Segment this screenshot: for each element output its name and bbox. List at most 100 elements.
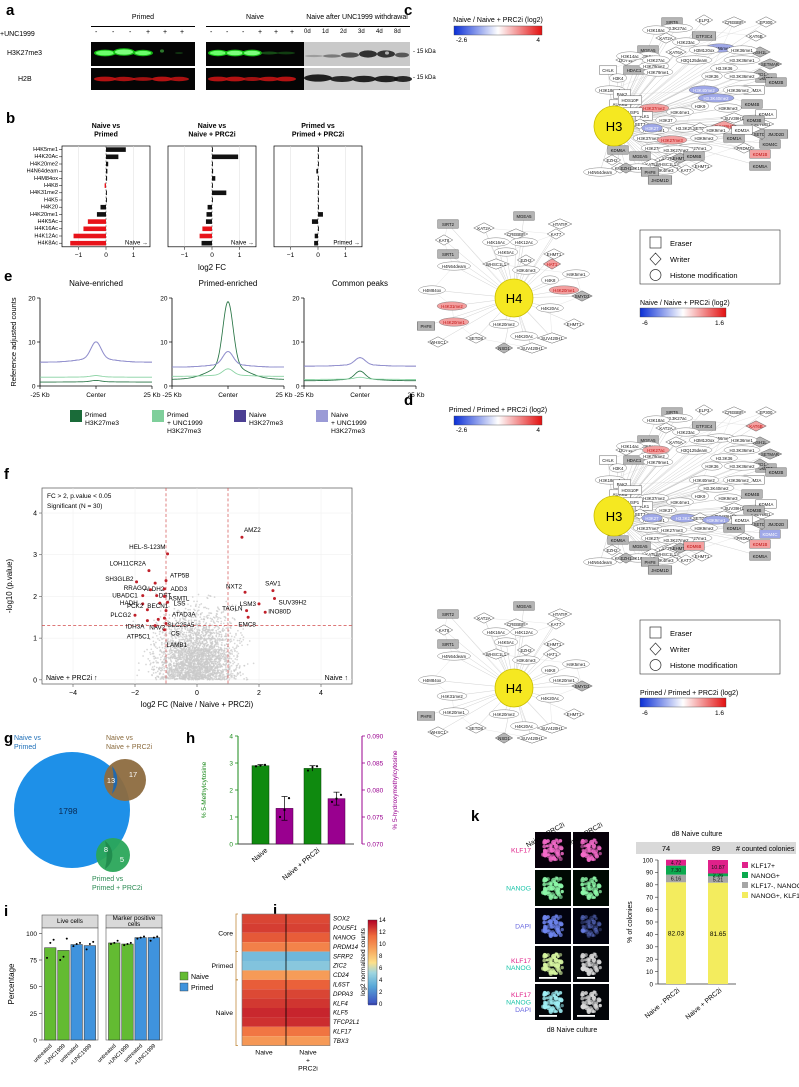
network-node: H3Q125deam <box>675 445 713 455</box>
network-node-label: KAT8 <box>439 628 450 633</box>
panel-f-gene-label: PLCG2 <box>110 612 131 619</box>
network-node-label: KDM1A <box>727 526 742 531</box>
network-node-label: AURKB <box>613 102 628 107</box>
network-node: JMJD2D <box>763 129 789 139</box>
network-hub-h4: H4 <box>506 291 523 306</box>
network-node-label: SETMAR <box>761 62 779 67</box>
network-node-label: ELP3 <box>699 408 710 413</box>
panel-f-xtick: −4 <box>69 690 77 697</box>
network-node: H4N64deam <box>583 167 617 177</box>
network-node: H4K16Ac <box>482 237 510 247</box>
network-node-label: KDM4A <box>759 112 774 117</box>
network-node-label: H3.3K27ac <box>665 26 687 31</box>
panel-b-xtick: 0 <box>316 252 320 259</box>
network-node-label: EZH2 <box>607 158 619 163</box>
network-node: H3K40me2 <box>688 85 720 95</box>
network-node-label: H3K23ac <box>677 430 696 435</box>
network-node-label: JMJD2D <box>768 522 784 527</box>
network-node: H3.3K36me1 <box>723 445 761 455</box>
network-node-label: H4M84ox <box>423 288 442 293</box>
panelD-scale-max: 4 <box>536 427 540 434</box>
network-node-label: SETD7 <box>693 516 707 521</box>
network-node-label: KDM5A <box>753 554 768 559</box>
network-node: KAT2A <box>473 222 495 234</box>
network-node-label: H3K9me1 <box>706 518 726 523</box>
network-node-label: SUV39H1 <box>724 506 744 511</box>
panel-k-bar-title: d8 Naive culture <box>672 831 723 838</box>
network-node-label: EZH2 <box>521 648 533 653</box>
panel-j-gene-label: IL6ST <box>333 982 351 989</box>
panel-j: SOX2 POU5F1 NANOG PRDM14 SFRP2 ZIC2 CD24 IL6ST D… <box>200 900 430 1087</box>
network-node: H4N64deam <box>437 651 471 661</box>
network-node-label: H3K40me2 <box>693 478 715 483</box>
network-node: KDM4B <box>741 99 763 109</box>
network-node: EZH1 <box>616 552 636 564</box>
network-node: KAT6B <box>745 30 767 42</box>
network-node: CREBBP <box>721 16 747 28</box>
network-node: PRDM2 <box>733 532 755 544</box>
panelD-scale-title: Primed / Primed + PRC2i (log2) <box>449 407 547 414</box>
panel-c-letter: c <box>404 2 413 19</box>
network-node-label: HTATIP <box>553 612 568 617</box>
network-node-label: EHMT1 <box>547 642 562 647</box>
network-node: H3.3K40me2 <box>697 483 735 493</box>
network-node-label: NSD1 <box>498 736 510 741</box>
panel-f-gene-label: PCK2 <box>127 603 144 610</box>
network-legend-modification: Histone modification <box>670 661 738 670</box>
panel-j-gene-label: SFRP2 <box>333 953 354 960</box>
network-node: MGEA5 <box>513 601 535 611</box>
network-node-label: H4K20Ac <box>541 306 560 311</box>
network-node-label: H3K18me1 <box>599 478 621 483</box>
network-node: KDM4A <box>755 109 777 119</box>
network-node: H3.3K36me1 <box>723 55 761 65</box>
network-node: WHSC1L1 <box>652 548 680 560</box>
network-node-label: EHMT2 <box>673 156 688 161</box>
panel-a-rule-withdrawal <box>304 26 410 27</box>
network-node: SUV420H1 <box>536 332 568 344</box>
panel-k-ytick: 100 <box>642 857 653 864</box>
network-node-label: MGEA5 <box>516 604 532 609</box>
network-node-label: TLK1 <box>639 114 650 119</box>
network-node-label: H3.3K27me1 <box>681 146 707 151</box>
network-node-label: H3.3K40me2 <box>703 96 729 101</box>
network-node: H3K27ac <box>642 445 670 455</box>
network-node-label: KDM4C <box>762 142 777 147</box>
network-node: KAT7 <box>546 618 566 630</box>
network-node-label: H4K12Ac <box>515 240 534 245</box>
network-node: CHLK <box>599 65 617 75</box>
panel-b-ytick: H4K5Ac <box>37 219 58 225</box>
panel-f-gene-label: BECN1 <box>147 603 168 610</box>
network-node-label: KAT2A <box>477 616 490 621</box>
panel-b-subtitle: Primed vs <box>301 123 335 130</box>
panel-i: Percentage 0 25 50 75 100 Live cells untreated +… <box>0 900 213 1087</box>
panelC-scale-max: 4 <box>536 37 540 44</box>
network-node: KAT2A <box>655 422 677 434</box>
panel-k-data-label: 2.26 <box>713 873 724 879</box>
network-node-label: EZH1 <box>621 166 633 171</box>
panel-f-ytick: 4 <box>33 511 37 518</box>
network-node-label: H4K16Ac <box>487 240 506 245</box>
network-node: NSD1 <box>494 342 514 354</box>
panel-b-ytick: H4K31me2 <box>30 190 58 196</box>
network-node: CHLK <box>599 455 617 465</box>
network-node: H4K8 <box>541 665 559 675</box>
network-node-label: H4K20me2 <box>493 322 515 327</box>
network-node-label: H3K40me2 <box>693 88 715 93</box>
panel-k-xtick: Naive - PRC2i <box>644 987 682 1020</box>
panel-f-gene-label: LOH11CR2A <box>110 561 147 568</box>
network-node: KAT6A <box>665 436 687 448</box>
network-node: SUV420H1 <box>536 722 568 734</box>
network-node: WHSC1 <box>427 726 449 738</box>
panel-b-xtick: 1 <box>238 252 242 259</box>
panel-h-ytick-right: 0.085 <box>367 761 384 768</box>
panel-f-gene-label: EMC8 <box>238 621 256 628</box>
network-node: H4K20Ac <box>510 331 538 341</box>
network-node: KDM4C <box>759 139 781 149</box>
network-node-label: H4K20Ac <box>515 724 534 729</box>
network-node-label: H4K20me1 <box>443 710 465 715</box>
network-node: JMJD2D <box>763 519 789 529</box>
network-node: KDM6A <box>607 535 629 545</box>
network-node-label: H3K37me3 <box>637 526 659 531</box>
network-scale2-min: -6 <box>642 320 648 327</box>
panel-k-image-row-label: NANOG <box>506 965 531 972</box>
